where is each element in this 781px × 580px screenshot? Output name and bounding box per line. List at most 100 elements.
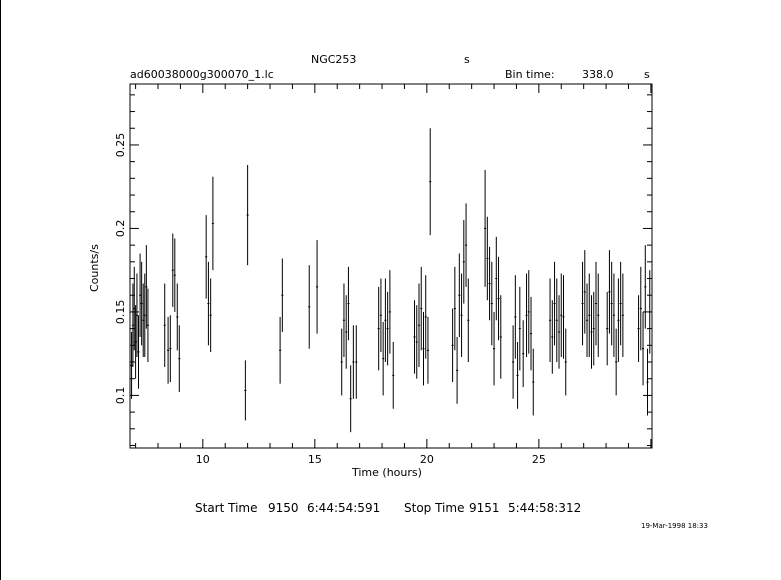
data-point [281,258,284,332]
data-point [146,288,149,363]
start-time-value: 6:44:54:591 [307,501,380,515]
data-point [529,296,533,371]
data-point [244,360,247,421]
start-time-label: Start Time [195,501,258,515]
data-point [460,273,463,357]
data-point [488,246,491,321]
y-axis-label: Counts/s [88,244,101,292]
file-name: ad60038000g300070_1.lc [130,68,274,81]
data-point [279,316,282,384]
data-point [585,283,589,357]
data-point [382,321,385,396]
data-point [592,291,595,366]
data-point [379,278,382,352]
x-axis-label: Time (hours) [351,466,422,479]
data-point [388,270,391,354]
x-tick-label: 10 [196,453,210,466]
data-point [420,266,423,351]
data-point [140,261,143,346]
data-point [167,316,170,384]
data-point [617,278,620,363]
data-point [639,266,642,351]
data-point [345,295,348,369]
data-point [143,273,146,357]
data-point [557,295,561,369]
data-point [462,220,465,304]
data-point [131,283,134,368]
data-point [641,311,645,386]
data-point [512,325,515,399]
data-point [499,295,502,379]
plot-frame [129,83,653,449]
data-point [562,275,565,359]
data-point [560,273,563,357]
data-point [163,283,166,368]
data-point [612,273,615,357]
data-point [134,305,137,379]
data-point [621,273,624,357]
data-point [352,325,355,399]
data-point [173,238,176,312]
data-point [417,283,421,368]
data-point [467,278,470,363]
data-point [205,215,208,299]
data-point [377,286,380,371]
data-point [606,291,609,366]
bin-time-label: Bin time: [505,68,555,81]
data-point [429,128,432,236]
data-point [583,250,586,334]
data-point [211,176,214,271]
data-point [133,266,136,351]
data-point [342,283,346,357]
data-point [207,261,210,346]
data-point [422,311,425,386]
data-point [137,315,140,389]
data-point [588,273,591,357]
stop-time-value: 5:44:58:312 [508,501,581,515]
data-point [637,295,640,363]
data-point [615,328,618,396]
data-point [464,203,468,287]
data-point [522,320,525,388]
data-point [415,305,418,379]
data-point [426,316,430,384]
data-point [525,273,528,357]
y-tick-label: 0.25 [114,133,127,158]
data-point [169,315,172,383]
data-point [555,278,558,363]
data-point [486,216,489,301]
data-point [549,278,552,363]
data-point [493,311,496,386]
data-point [130,331,133,399]
axis-tick-labels: 10 15 20 25 0.1 0.15 0.2 0.25 [114,133,546,466]
data-point [308,265,311,349]
data-point [619,261,622,346]
bin-time-unit: s [644,68,650,81]
data-point [514,275,517,359]
data-point [413,300,416,374]
x-tick-label: 20 [420,453,434,466]
data-point [246,164,249,266]
data-point [532,348,535,416]
data-point [564,328,567,396]
data-point [209,278,212,352]
data-point [451,308,454,383]
data-point [135,273,138,357]
date-stamp: 19-Mar-1998 18:33 [641,522,708,530]
data-point [590,295,593,369]
window-left-border [0,0,1,580]
data-point [349,365,352,433]
data-point [176,283,179,351]
data-point [384,278,387,363]
y-tick-label: 0.2 [114,220,127,238]
x-tick-label: 25 [532,453,546,466]
data-point [597,273,600,357]
data-point [171,233,174,307]
data-point [495,236,498,321]
data-point [610,261,613,346]
data-point [644,245,647,329]
data-point [551,300,554,374]
object-unit: s [464,53,470,66]
data-point [456,336,459,404]
